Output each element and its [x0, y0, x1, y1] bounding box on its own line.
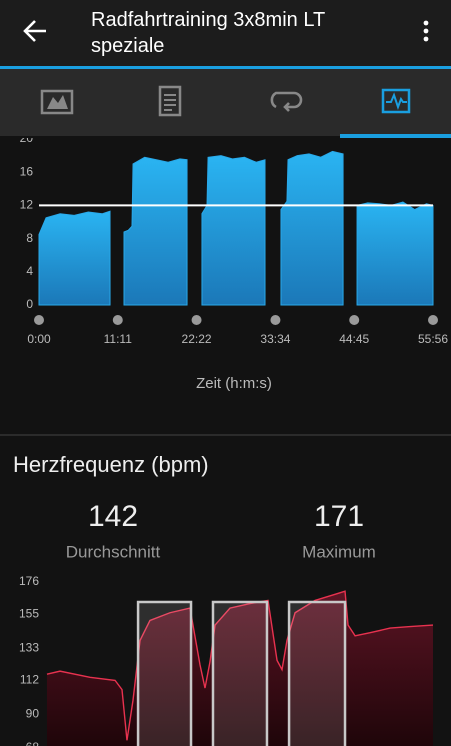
y-tick-label: 4 — [26, 264, 33, 278]
y-tick-label: 176 — [19, 574, 39, 588]
x-tick-label: 55:56 — [418, 332, 448, 346]
stat-label: Maximum — [302, 542, 376, 561]
section-title: Herzfrequenz (bpm) — [13, 452, 209, 477]
stat-value: 142 — [88, 500, 138, 533]
y-tick-label: 0 — [26, 297, 33, 311]
x-tick-label: 22:22 — [182, 332, 212, 346]
x-tick-dot — [270, 315, 281, 325]
speed-area — [201, 155, 266, 306]
tab-details[interactable] — [158, 85, 182, 117]
hr-area — [46, 591, 433, 746]
speed-area — [123, 156, 188, 306]
interval-box — [287, 600, 347, 746]
x-tick-label: 44:45 — [339, 332, 369, 346]
interval-box — [136, 600, 193, 746]
speed-area — [356, 201, 434, 306]
stat-label: Durchschnitt — [66, 542, 161, 561]
stat-value: 171 — [314, 500, 364, 533]
tab-bar — [0, 69, 451, 138]
menu-button[interactable] — [416, 12, 436, 52]
y-tick-label: 16 — [20, 164, 34, 178]
x-tick-dot — [428, 315, 438, 325]
tab-charts[interactable] — [381, 88, 411, 114]
x-tick-label: 33:34 — [260, 332, 290, 346]
x-tick-label: 0:00 — [27, 332, 51, 346]
y-tick-label: 68 — [26, 740, 40, 746]
speed-area — [280, 150, 344, 306]
x-tick-dot — [112, 315, 123, 325]
x-axis-label: Zeit (h:m:s) — [196, 375, 272, 392]
y-tick-label: 20 — [20, 131, 34, 145]
app-bar: Radfahrtraining 3x8min LT speziale — [0, 0, 451, 69]
x-tick-dot — [34, 315, 44, 325]
tab-overview[interactable] — [40, 89, 74, 115]
tab-icons — [40, 85, 451, 138]
speed-area — [38, 210, 111, 306]
x-tick-dot — [349, 315, 360, 325]
y-tick-label: 8 — [26, 231, 33, 245]
y-tick-label: 155 — [19, 606, 39, 620]
back-button[interactable] — [16, 12, 56, 52]
active-tab-indicator — [340, 134, 451, 138]
interval-box — [211, 600, 269, 746]
hr-line — [46, 590, 434, 741]
title: Radfahrtraining 3x8min LT speziale — [91, 9, 325, 57]
y-tick-label: 90 — [26, 706, 40, 720]
tab-laps[interactable] — [270, 91, 303, 112]
y-tick-label: 133 — [19, 640, 39, 654]
x-tick-dot — [191, 315, 202, 325]
y-tick-label: 12 — [20, 198, 34, 212]
x-tick-label: 11:11 — [104, 332, 133, 346]
y-tick-label: 112 — [20, 673, 39, 687]
